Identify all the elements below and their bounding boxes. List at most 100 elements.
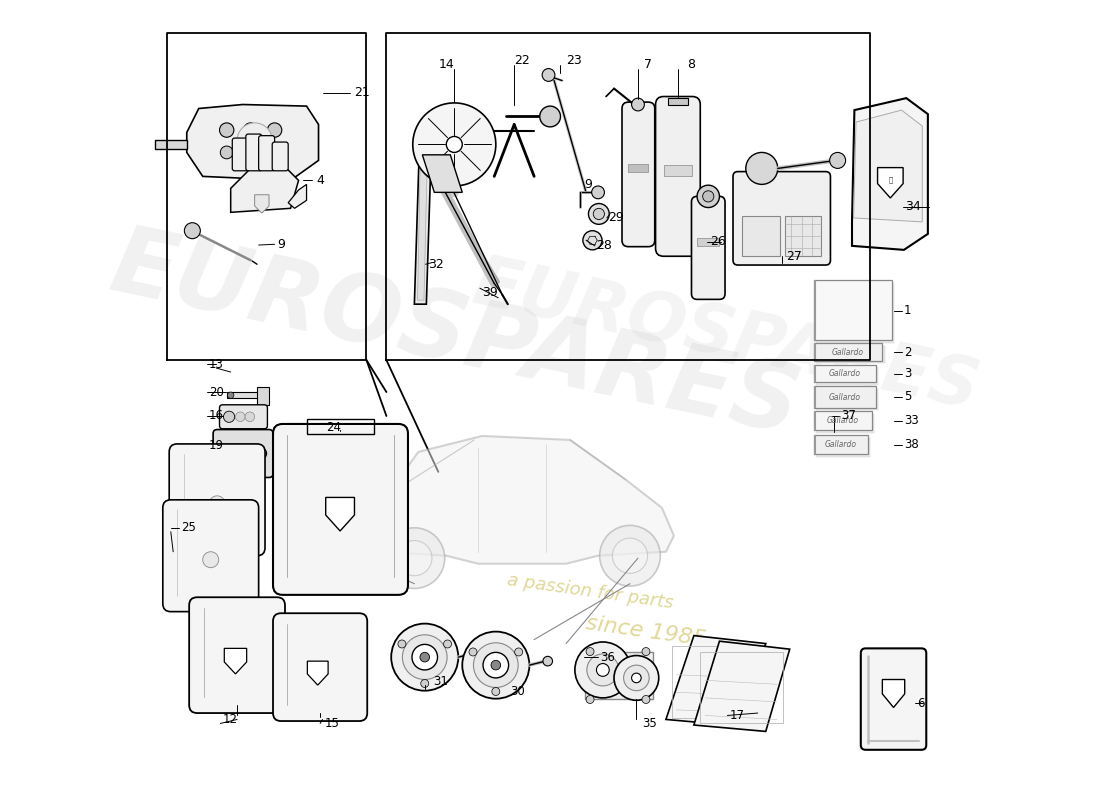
Bar	[816, 367, 879, 385]
FancyBboxPatch shape	[692, 196, 725, 299]
Text: 7: 7	[644, 58, 651, 71]
Polygon shape	[415, 129, 432, 304]
Bar	[814, 365, 876, 382]
Circle shape	[588, 203, 609, 224]
Circle shape	[473, 642, 518, 687]
FancyBboxPatch shape	[621, 102, 654, 246]
Polygon shape	[854, 110, 922, 222]
Text: 31: 31	[432, 674, 448, 688]
Bar	[672, 646, 759, 718]
Circle shape	[540, 106, 561, 127]
Circle shape	[592, 186, 604, 198]
Text: 33: 33	[904, 414, 918, 427]
Text: 21: 21	[354, 86, 371, 99]
Bar	[814, 343, 882, 361]
Text: 19: 19	[209, 439, 224, 452]
Text: Gallardo: Gallardo	[828, 369, 861, 378]
Circle shape	[209, 496, 226, 512]
Text: 37: 37	[842, 410, 857, 422]
Circle shape	[255, 448, 266, 459]
Circle shape	[412, 103, 496, 186]
Circle shape	[403, 634, 447, 679]
Text: 9: 9	[584, 178, 592, 191]
Circle shape	[491, 660, 501, 670]
Polygon shape	[326, 498, 354, 531]
Polygon shape	[254, 194, 270, 213]
Bar	[628, 165, 648, 172]
FancyBboxPatch shape	[272, 142, 288, 170]
Circle shape	[631, 98, 645, 111]
Bar	[814, 411, 872, 430]
Polygon shape	[882, 679, 904, 707]
Circle shape	[420, 652, 429, 662]
Circle shape	[223, 411, 234, 422]
Circle shape	[228, 392, 234, 398]
Bar	[221, 444, 254, 468]
Polygon shape	[422, 155, 462, 192]
Text: EUROSPARES: EUROSPARES	[466, 250, 986, 422]
Text: 26: 26	[710, 235, 726, 248]
Circle shape	[515, 648, 522, 656]
Bar	[785, 216, 821, 256]
FancyBboxPatch shape	[169, 444, 265, 556]
Circle shape	[238, 123, 272, 158]
Bar	[816, 414, 875, 433]
Bar	[227, 392, 263, 398]
Text: Gallardo: Gallardo	[825, 440, 857, 450]
Circle shape	[703, 190, 714, 202]
Polygon shape	[694, 641, 790, 731]
Text: EUROSPARES: EUROSPARES	[101, 218, 807, 454]
Bar	[741, 216, 780, 256]
Text: 35: 35	[642, 717, 657, 730]
FancyBboxPatch shape	[220, 405, 267, 429]
FancyBboxPatch shape	[189, 598, 285, 713]
Circle shape	[472, 648, 482, 658]
Bar	[816, 282, 894, 342]
Text: Gallardo: Gallardo	[827, 416, 859, 426]
Text: 4: 4	[316, 174, 324, 187]
Polygon shape	[418, 133, 428, 300]
FancyBboxPatch shape	[273, 424, 408, 595]
Circle shape	[542, 69, 554, 82]
FancyBboxPatch shape	[246, 134, 262, 170]
Circle shape	[600, 526, 660, 586]
Circle shape	[392, 624, 459, 690]
Bar	[814, 280, 892, 340]
FancyBboxPatch shape	[232, 138, 249, 170]
FancyBboxPatch shape	[163, 500, 258, 612]
FancyBboxPatch shape	[258, 136, 275, 170]
Polygon shape	[187, 105, 319, 180]
Text: 13: 13	[209, 358, 224, 370]
Circle shape	[575, 642, 630, 698]
Circle shape	[245, 412, 254, 422]
Circle shape	[829, 153, 846, 169]
Circle shape	[596, 663, 609, 676]
Circle shape	[587, 654, 619, 686]
Bar	[307, 419, 374, 434]
Text: 23: 23	[566, 54, 582, 67]
Circle shape	[447, 137, 462, 153]
Polygon shape	[666, 635, 766, 726]
Circle shape	[267, 123, 282, 138]
Bar	[697, 238, 719, 246]
FancyBboxPatch shape	[213, 430, 273, 478]
Circle shape	[235, 412, 245, 422]
Bar	[669, 98, 689, 105]
Circle shape	[384, 528, 444, 589]
Circle shape	[593, 208, 604, 219]
Circle shape	[583, 230, 602, 250]
Text: 2: 2	[904, 346, 912, 358]
Circle shape	[469, 648, 477, 656]
Circle shape	[397, 541, 432, 576]
Circle shape	[268, 146, 280, 159]
Circle shape	[543, 656, 552, 666]
Text: 16: 16	[209, 410, 224, 422]
Polygon shape	[371, 436, 674, 564]
Text: 6: 6	[917, 697, 925, 710]
Bar	[257, 387, 270, 405]
Circle shape	[746, 153, 778, 184]
Text: 8: 8	[688, 58, 695, 71]
FancyBboxPatch shape	[273, 614, 367, 721]
Text: 20: 20	[209, 386, 224, 398]
Polygon shape	[288, 184, 307, 208]
